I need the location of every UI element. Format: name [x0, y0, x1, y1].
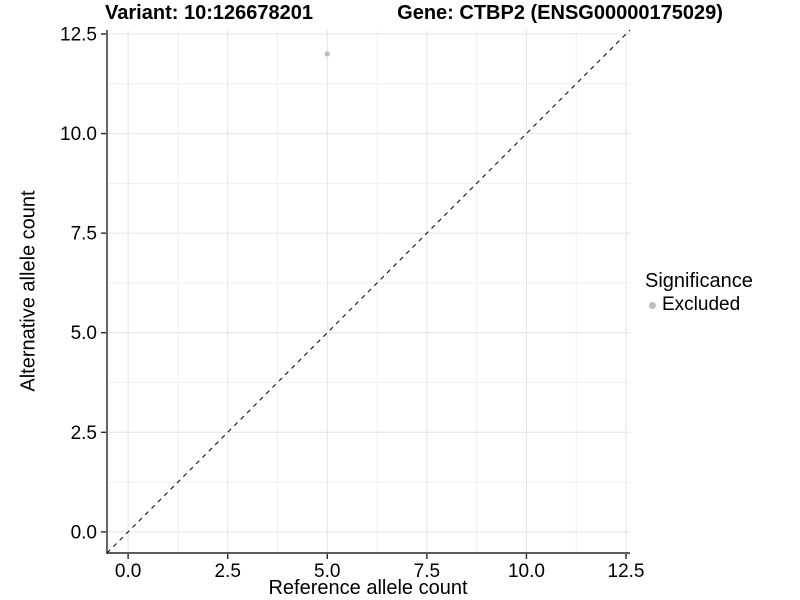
x-tick-labels: 0.0 2.5 5.0 7.5 10.0 12.5: [115, 561, 645, 582]
svg-text:5.0: 5.0: [71, 323, 97, 344]
legend-entry-label: Excluded: [662, 294, 741, 315]
data-points: [324, 51, 330, 57]
legend-entry-excluded: Excluded: [645, 294, 753, 316]
svg-text:0.0: 0.0: [71, 522, 97, 543]
svg-text:0.0: 0.0: [115, 561, 141, 582]
identity-line: [106, 29, 631, 554]
x-axis-title: Reference allele count: [268, 577, 468, 599]
legend-title: Significance: [645, 270, 753, 292]
axis-ticks: [101, 33, 627, 559]
svg-text:2.5: 2.5: [71, 423, 97, 444]
data-point: [324, 51, 330, 57]
svg-text:12.5: 12.5: [608, 561, 645, 582]
gene-title: Gene: CTBP2 (ENSG00000175029): [397, 2, 723, 24]
grid-minor: [107, 30, 630, 553]
y-tick-labels: 0.0 2.5 5.0 7.5 10.0 12.5: [60, 24, 97, 543]
svg-text:2.5: 2.5: [214, 561, 240, 582]
svg-text:12.5: 12.5: [60, 24, 97, 45]
svg-text:10.0: 10.0: [508, 561, 545, 582]
svg-text:5.0: 5.0: [314, 561, 340, 582]
svg-text:7.5: 7.5: [71, 224, 97, 245]
y-axis-title: Alternative allele count: [17, 190, 40, 392]
svg-text:10.0: 10.0: [60, 124, 97, 145]
grid-major: [107, 30, 630, 553]
variant-title: Variant: 10:126678201: [105, 2, 313, 24]
legend: Significance Excluded: [645, 270, 753, 316]
svg-text:7.5: 7.5: [414, 561, 440, 582]
excluded-point-icon: [649, 301, 656, 309]
